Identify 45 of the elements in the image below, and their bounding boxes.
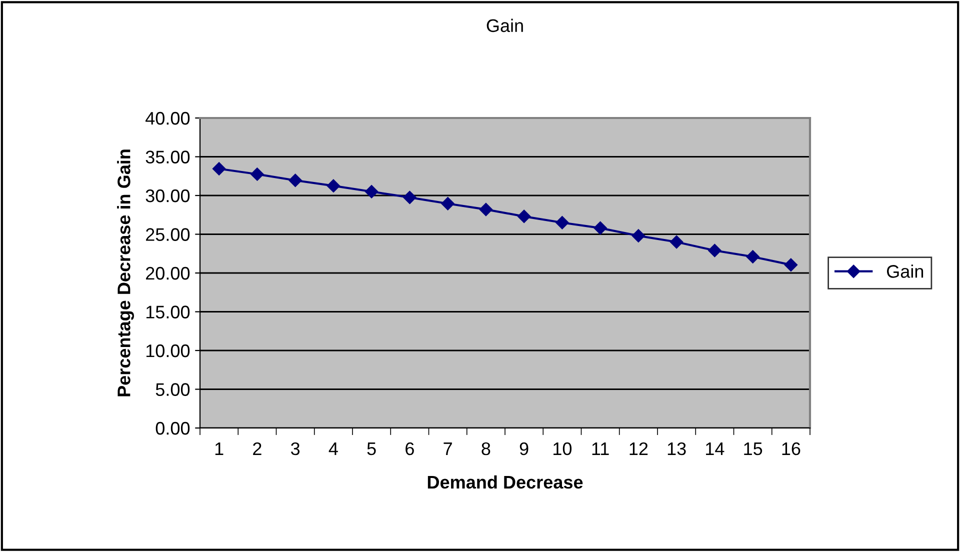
point — [556, 216, 569, 230]
x-tick-label: 2 — [253, 442, 262, 455]
point — [250, 168, 264, 181]
x-tick-label: 14 — [706, 442, 724, 455]
x-tick-label: 7 — [444, 442, 452, 455]
x-tick-label: 6 — [406, 442, 414, 456]
point — [212, 162, 226, 176]
point — [784, 258, 798, 272]
y-tick-label: 10.00 — [146, 344, 190, 358]
x-tick-label: 8 — [482, 442, 490, 456]
x-tick-label: 16 — [782, 442, 800, 456]
legend-label: Gain — [886, 264, 924, 278]
x-tick-label: 13 — [668, 442, 686, 456]
point — [364, 185, 378, 198]
y-tick-label: 40.00 — [146, 112, 190, 125]
point — [670, 235, 684, 249]
x-tick-label: 4 — [328, 442, 338, 455]
y-tick-label: 15.00 — [146, 306, 190, 318]
point — [746, 250, 760, 264]
point — [326, 179, 340, 192]
x-tick-label: 10 — [554, 442, 572, 456]
y-tick-label: 35.00 — [146, 150, 190, 164]
x-tick-label: 11 — [592, 442, 609, 455]
x-tick-label: 1 — [215, 442, 224, 455]
point — [708, 244, 722, 258]
point — [594, 221, 607, 235]
point — [441, 197, 454, 210]
x-tick-label: 3 — [290, 442, 300, 456]
y-tick-label: 0.00 — [156, 422, 190, 435]
y-tick-label: 5.00 — [156, 383, 190, 396]
point — [479, 202, 493, 216]
y-tick-label: 30.00 — [146, 189, 190, 202]
point — [632, 229, 646, 242]
x-tick-label: 5 — [367, 442, 376, 456]
y-tick-label: 25.00 — [146, 228, 190, 241]
x-axis-title: Demand Decrease — [428, 475, 583, 489]
x-tick-label: 9 — [520, 442, 528, 456]
chart-title: Gain — [486, 18, 523, 32]
y-tick-label: 20.00 — [146, 266, 190, 280]
x-tick-label: 12 — [630, 442, 648, 455]
x-tick-label: 15 — [744, 442, 762, 456]
point — [288, 174, 302, 187]
point — [517, 210, 531, 224]
y-axis-title: Percentage Decrease in Gain — [117, 150, 134, 396]
point — [403, 190, 416, 204]
